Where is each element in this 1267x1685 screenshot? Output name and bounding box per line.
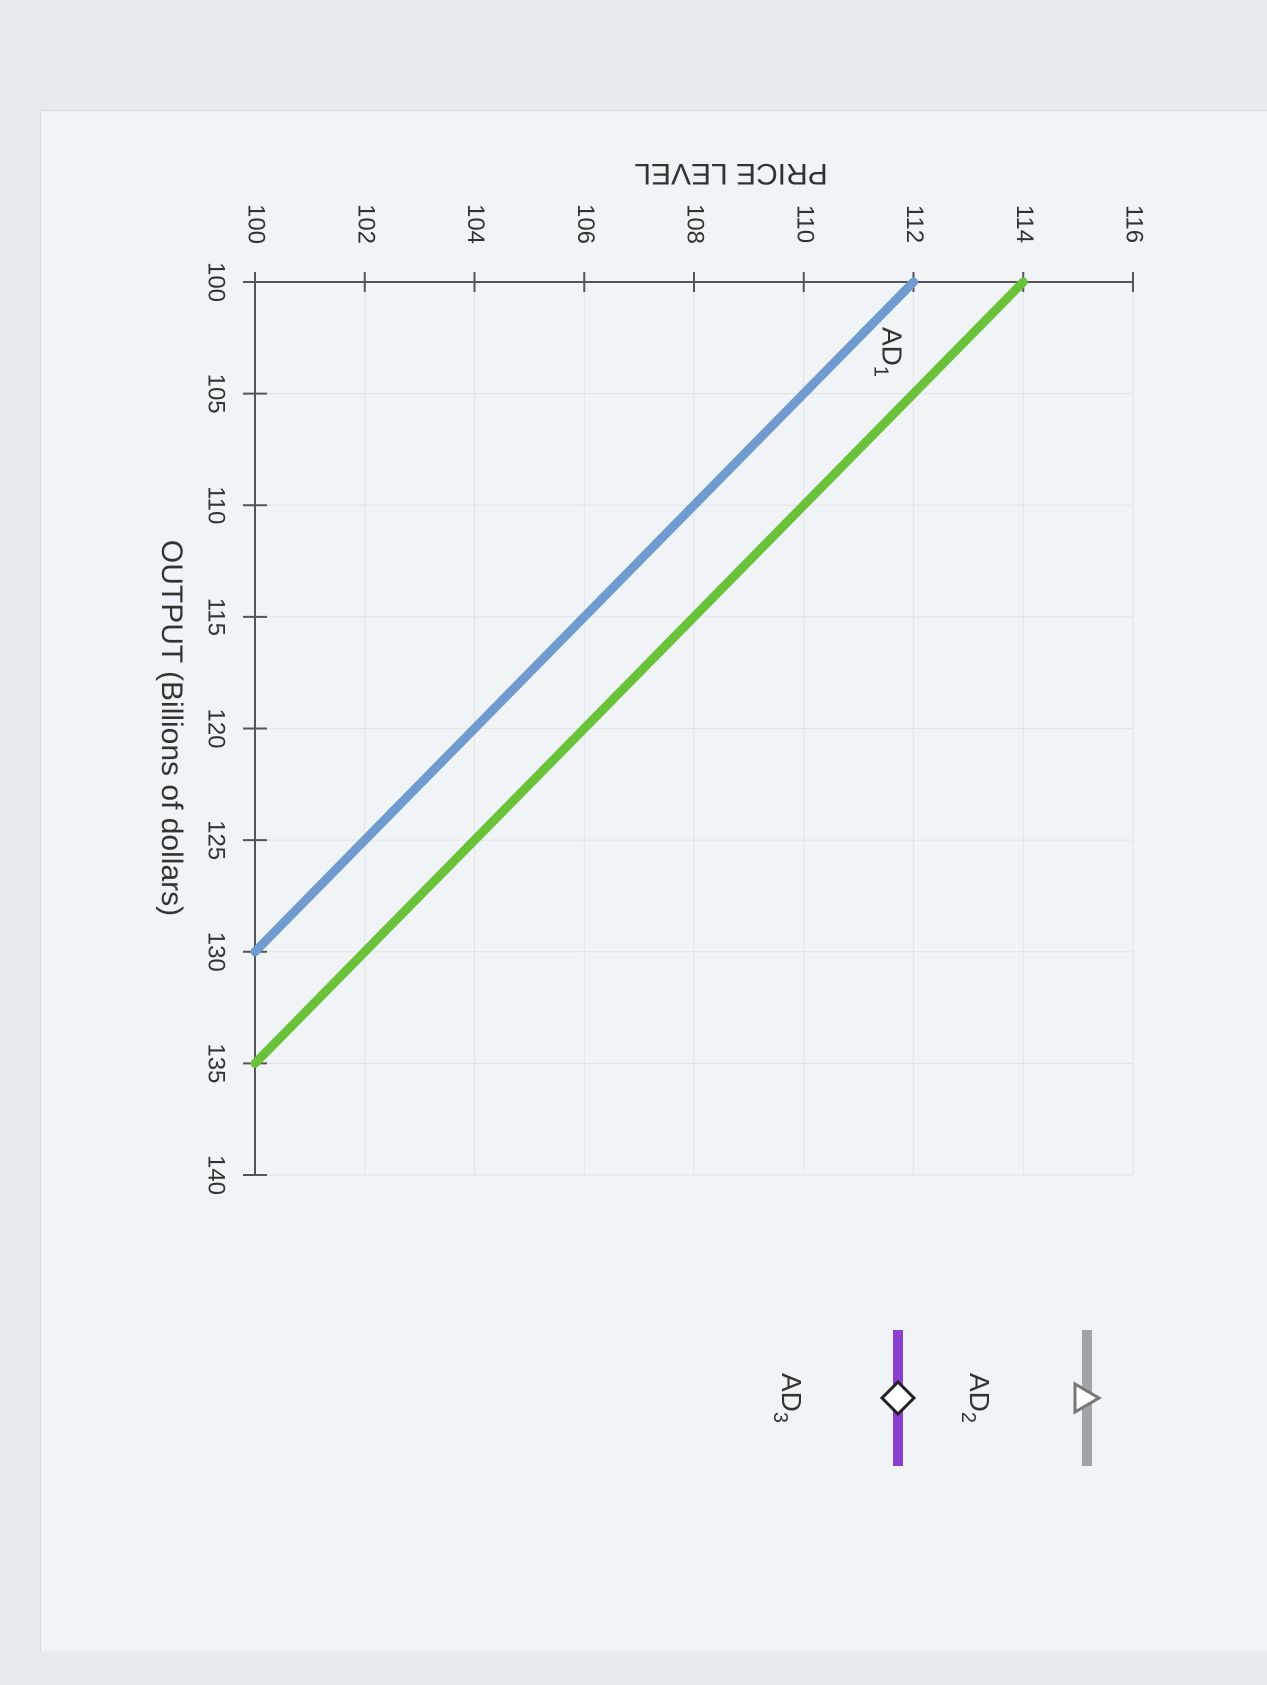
price-tick-label-100: 100: [243, 204, 270, 244]
price-tick-label-116: 116: [1121, 205, 1148, 243]
legend-marker-triangle: [1073, 1381, 1102, 1415]
price-tick-label-114: 114: [1011, 205, 1038, 243]
output-tick-label-110: 110: [203, 486, 230, 524]
ticks: 100 102 104 106 108 110 112 114 116 100 105 110 115 1…: [203, 204, 1148, 1195]
legend-marker-diamond: [879, 1379, 917, 1417]
output-tick-label-105: 105: [203, 374, 230, 414]
graph-panel: [40, 110, 1267, 1651]
legend-label-2: AD3: [769, 1373, 807, 1423]
output-tick-label-100: 100: [203, 262, 230, 302]
price-tick-label-106: 106: [572, 204, 599, 244]
output-tick-label-115: 115: [203, 598, 230, 636]
output-tick-label-120: 120: [203, 708, 230, 748]
price-tick-label-110: 110: [791, 205, 818, 243]
output-tick-label-130: 130: [203, 932, 230, 972]
grid: [254, 281, 1134, 1176]
output-tick-label-135: 135: [203, 1043, 230, 1083]
series: [250, 277, 1028, 1068]
series-line-2: [250, 277, 1028, 1068]
output-tick-label-125: 125: [203, 820, 230, 860]
price-axis-title: PRICE LEVEL: [634, 157, 827, 190]
output-tick-label-140: 140: [203, 1155, 230, 1195]
series-line-1: [250, 277, 918, 957]
price-tick-label-108: 108: [682, 204, 709, 244]
price-tick-label-112: 112: [901, 205, 928, 243]
labels: PRICE LEVEL OUTPUT (Billions of dollars) A…: [155, 157, 907, 916]
price-tick-label-102: 102: [352, 204, 379, 244]
output-axis-title: OUTPUT (Billions of dollars): [155, 540, 188, 916]
legend-label-1: AD2: [957, 1373, 995, 1423]
legend: AD2 AD3: [769, 1330, 1102, 1466]
series-label-1: AD1: [869, 327, 907, 377]
price-tick-label-104: 104: [462, 204, 489, 244]
